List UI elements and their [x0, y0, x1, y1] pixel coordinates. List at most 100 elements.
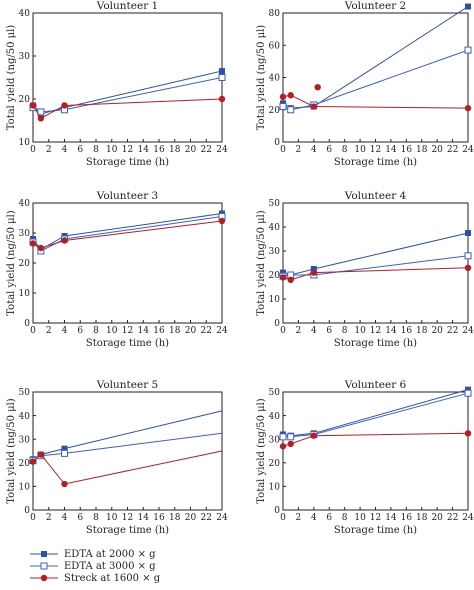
x-tick-label: 24 — [462, 513, 474, 523]
x-axis-label: Storage time (h) — [334, 157, 417, 168]
y-tick-label: 0 — [274, 319, 280, 329]
x-tick-label: 0 — [280, 326, 286, 336]
y-tick-label: 40 — [19, 199, 31, 209]
y-tick-label: 30 — [19, 435, 31, 445]
series-line — [282, 267, 469, 281]
x-tick-label: 8 — [342, 326, 348, 336]
x-tick-label: 22 — [201, 513, 212, 523]
x-tick-label: 20 — [431, 513, 443, 523]
data-point — [61, 445, 68, 452]
chart-panel-3: Volunteer 30 2 4 6 8 10 12 14 16 18 20 22 2401020304… — [6, 190, 228, 349]
x-tick-label: 16 — [153, 145, 165, 155]
x-tick-label: 18 — [169, 513, 181, 523]
series-line — [282, 6, 469, 109]
y-tick-label: 20 — [269, 271, 281, 281]
filled-circle-marker-icon — [30, 574, 58, 582]
x-tick-label: 22 — [447, 326, 458, 336]
x-tick-label: 22 — [447, 145, 458, 155]
x-tick-label: 8 — [93, 326, 99, 336]
x-axis-label: Storage time (h) — [86, 525, 169, 536]
data-point — [61, 237, 68, 244]
x-tick-label: 4 — [62, 145, 68, 155]
data-point — [279, 103, 287, 111]
y-tick-label: 40 — [269, 74, 281, 84]
data-point — [61, 480, 68, 488]
legend-item-edta-3000: EDTA at 3000 × g — [30, 560, 160, 572]
x-tick-label: 4 — [311, 513, 317, 523]
x-tick-label: 2 — [46, 326, 52, 336]
legend-item-edta-2000: EDTA at 2000 × g — [30, 548, 160, 560]
y-tick-label: 0 — [24, 506, 30, 516]
x-tick-label: 16 — [401, 513, 413, 523]
x-tick-label: 22 — [201, 326, 212, 336]
data-point — [465, 230, 471, 236]
y-tick-label: 0 — [24, 319, 30, 329]
x-tick-label: 8 — [342, 145, 348, 155]
x-tick-label: 8 — [93, 145, 99, 155]
data-point — [37, 108, 45, 116]
x-tick-label: 14 — [138, 513, 150, 523]
data-point — [464, 104, 472, 112]
series-line — [282, 49, 469, 111]
data-point — [37, 115, 45, 122]
x-tick-label: 18 — [169, 145, 181, 155]
y-tick-label: 10 — [269, 483, 281, 493]
x-axis-label: Storage time (h) — [334, 338, 417, 349]
chart-panel-5: Volunteer 50 2 4 6 8 10 12 14 16 18 20 22 2401020304… — [6, 379, 228, 536]
x-axis-label: Storage time (h) — [86, 157, 169, 168]
x-tick-label: 6 — [77, 145, 83, 155]
data-point — [464, 252, 472, 260]
x-tick-label: 0 — [30, 513, 36, 523]
chart-title: Volunteer 4 — [344, 190, 407, 202]
data-point — [279, 93, 287, 101]
x-tick-label: 24 — [462, 326, 474, 336]
y-axis-label: Total yield (ng/50 μl) — [256, 398, 267, 504]
x-tick-label: 24 — [216, 326, 228, 336]
chart-title: Volunteer 6 — [344, 379, 407, 391]
x-tick-label: 10 — [354, 513, 366, 523]
data-point — [464, 264, 472, 271]
chart-title: Volunteer 2 — [344, 0, 407, 12]
x-tick-label: 22 — [447, 513, 458, 523]
y-axis-label: Total yield (ng/50 μl) — [6, 398, 17, 504]
series-line — [282, 432, 469, 447]
data-point — [287, 433, 295, 441]
data-point — [37, 451, 45, 458]
x-tick-label: 12 — [370, 145, 381, 155]
x-tick-label: 0 — [280, 513, 286, 523]
series-line — [32, 213, 223, 251]
data-point — [464, 46, 472, 54]
data-point — [464, 430, 472, 437]
data-point — [287, 106, 295, 114]
chart-panel-1: Volunteer 10 2 4 6 8 10 12 14 16 18 20 22 2410203040… — [6, 0, 228, 168]
y-tick-label: 40 — [19, 412, 31, 422]
x-tick-label: 10 — [106, 326, 118, 336]
series-line — [282, 232, 469, 276]
x-tick-label: 8 — [93, 513, 99, 523]
y-tick-label: 0 — [274, 506, 280, 516]
y-axis-label: Total yield (ng/50 μl) — [256, 210, 267, 316]
series-line — [32, 410, 223, 460]
y-tick-label: 50 — [269, 199, 281, 209]
x-tick-label: 20 — [431, 326, 443, 336]
x-tick-label: 18 — [416, 326, 428, 336]
x-tick-label: 14 — [385, 513, 397, 523]
x-tick-label: 2 — [296, 513, 302, 523]
y-tick-label: 0 — [274, 138, 280, 148]
series-line — [282, 389, 469, 437]
data-point — [37, 244, 45, 252]
open-square-marker-icon — [30, 562, 58, 570]
x-tick-label: 10 — [106, 513, 118, 523]
data-point — [279, 274, 287, 281]
x-tick-label: 14 — [138, 326, 150, 336]
x-tick-label: 4 — [62, 513, 68, 523]
legend: EDTA at 2000 × g EDTA at 3000 × g Streck… — [30, 548, 160, 584]
y-tick-label: 40 — [19, 9, 31, 19]
x-tick-label: 12 — [370, 513, 381, 523]
x-axis-label: Storage time (h) — [86, 338, 169, 349]
x-tick-label: 18 — [416, 145, 428, 155]
y-tick-label: 30 — [269, 435, 281, 445]
x-tick-label: 20 — [185, 326, 197, 336]
series-line — [32, 98, 223, 119]
